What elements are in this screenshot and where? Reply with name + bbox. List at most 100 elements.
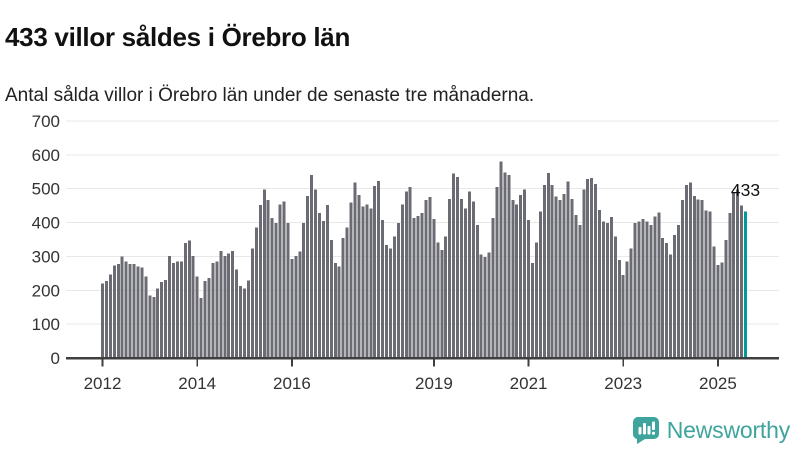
bar — [172, 263, 176, 358]
bar — [195, 276, 199, 358]
bar — [337, 266, 341, 358]
bar — [665, 243, 669, 358]
bar — [254, 227, 258, 358]
bar — [700, 200, 704, 358]
bar — [227, 253, 231, 358]
bar — [408, 187, 412, 358]
bar — [629, 248, 633, 358]
bar — [684, 185, 688, 358]
x-tick-label: 2023 — [604, 374, 642, 393]
bar — [246, 280, 250, 358]
x-tick — [291, 359, 293, 367]
bar — [456, 176, 460, 358]
bar — [673, 234, 677, 358]
bar — [570, 198, 574, 358]
bar — [609, 217, 613, 358]
newsworthy-logo[interactable]: Newsworthy — [632, 416, 790, 444]
bar — [499, 161, 503, 358]
bar — [487, 252, 491, 358]
x-axis-labels: 2012 2014 2016 2019 2021 2023 2025 — [84, 359, 737, 393]
bar — [250, 248, 254, 358]
bar — [649, 224, 653, 358]
bar — [452, 173, 456, 358]
bar — [199, 298, 203, 358]
bar — [503, 172, 507, 358]
bar — [740, 205, 744, 358]
bar — [732, 191, 736, 358]
bar — [507, 174, 511, 358]
x-tick-label: 2021 — [510, 374, 548, 393]
bar — [203, 280, 207, 358]
x-tick — [433, 359, 435, 367]
bar — [144, 276, 148, 358]
bar — [168, 255, 172, 358]
bar — [357, 194, 361, 358]
bar — [294, 255, 298, 358]
bar — [688, 182, 692, 358]
x-tick-label: 2012 — [84, 374, 122, 393]
bar — [140, 267, 144, 358]
bar — [175, 261, 179, 358]
bar — [432, 219, 436, 358]
bar — [258, 205, 262, 358]
bar — [515, 204, 519, 358]
x-tick — [622, 359, 625, 367]
bar — [345, 227, 349, 358]
bar — [625, 261, 629, 358]
y-tick-label: 500 — [32, 180, 60, 199]
bar — [534, 242, 538, 358]
bar — [365, 204, 369, 358]
bar — [321, 220, 325, 358]
bar — [444, 236, 448, 358]
bar — [243, 288, 247, 358]
bar — [231, 251, 235, 358]
bar — [621, 275, 625, 359]
bar — [594, 184, 598, 358]
bar — [523, 189, 527, 358]
bar — [341, 238, 345, 358]
x-tick — [717, 359, 719, 367]
bar — [542, 185, 546, 358]
bar — [440, 250, 444, 358]
bar — [349, 202, 353, 358]
bar — [479, 254, 483, 358]
bar — [317, 213, 321, 358]
bar — [306, 195, 310, 358]
bar — [483, 257, 487, 358]
bar — [661, 238, 665, 358]
bar — [329, 239, 333, 358]
bar — [460, 199, 463, 358]
y-axis-labels: 0 100 200 300 400 500 600 700 — [32, 112, 60, 368]
bar — [104, 280, 108, 358]
bar — [491, 218, 495, 358]
bar — [388, 248, 392, 358]
bars-group — [101, 161, 748, 359]
bar — [728, 213, 732, 358]
bar — [412, 218, 416, 358]
bar — [120, 256, 124, 358]
bar — [657, 212, 661, 358]
bar — [116, 264, 120, 358]
bar — [578, 224, 582, 358]
bar — [101, 283, 104, 358]
bar — [613, 236, 617, 358]
bar — [392, 236, 396, 358]
bar — [428, 197, 432, 358]
bar — [531, 263, 534, 358]
bar — [653, 216, 657, 358]
bar — [641, 219, 645, 358]
bar — [495, 187, 499, 358]
bar — [132, 264, 136, 358]
bar — [207, 277, 211, 358]
bar — [550, 185, 554, 358]
bar — [290, 258, 294, 358]
bar — [262, 189, 266, 358]
chart-subtitle: Antal sålda villor i Örebro län under de… — [5, 85, 535, 106]
bar — [566, 181, 570, 358]
bar — [314, 189, 318, 358]
bar — [152, 297, 156, 358]
bar — [582, 189, 586, 358]
bar — [361, 206, 365, 358]
bar — [511, 199, 515, 358]
